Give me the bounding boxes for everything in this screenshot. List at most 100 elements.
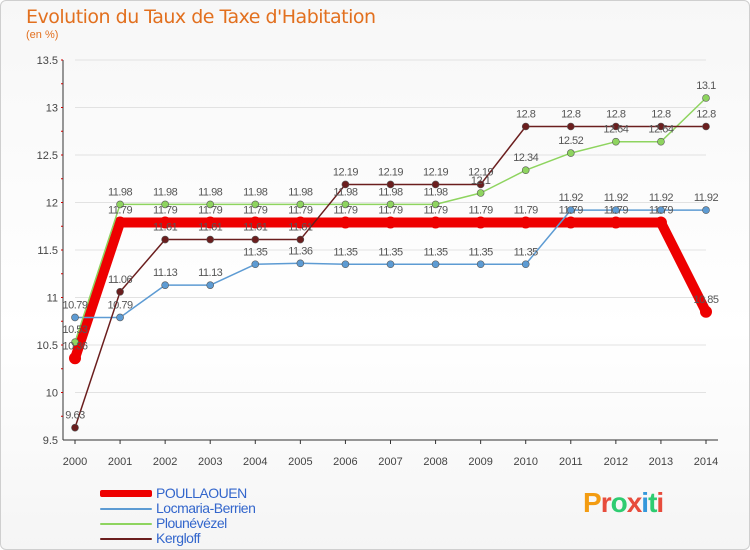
legend-swatch-plounevezel: [100, 523, 152, 525]
data-point-plounevezel: [71, 338, 79, 346]
data-point-poullaouen: [519, 216, 532, 229]
x-tick-label: 2008: [423, 456, 447, 468]
data-label-plounevezel: 10.53: [62, 324, 87, 336]
data-point-locmaria-berrien: [702, 206, 710, 214]
data-label-kergloff: 12.19: [333, 166, 358, 178]
y-tick-label: 13.5: [37, 55, 58, 67]
data-label-locmaria-berrien: 11.35: [333, 246, 358, 258]
data-point-kergloff: [71, 423, 79, 432]
data-label-kergloff: 12.8: [516, 109, 536, 121]
data-point-locmaria-berrien: [476, 260, 485, 269]
data-label-locmaria-berrien: 11.13: [198, 267, 223, 279]
data-label-poullaouen: 11.79: [288, 204, 313, 216]
data-point-kergloff: [116, 287, 124, 296]
data-label-poullaouen: 11.79: [108, 204, 133, 216]
data-label-poullaouen: 11.79: [423, 204, 448, 216]
x-tick-label: 2005: [288, 456, 312, 468]
data-label-locmaria-berrien: 11.92: [559, 192, 584, 204]
data-point-locmaria-berrien: [161, 281, 169, 289]
data-label-kergloff: 12.8: [651, 109, 671, 121]
x-tick-label: 2003: [198, 456, 222, 468]
data-point-kergloff: [206, 235, 215, 244]
data-point-kergloff: [566, 122, 575, 131]
data-label-plounevezel: 12.52: [558, 135, 583, 147]
data-label-kergloff: 12.19: [468, 166, 493, 178]
x-tick-label: 2000: [63, 456, 87, 468]
logo-letter: o: [610, 487, 628, 518]
data-label-poullaouen: 11.79: [469, 204, 494, 216]
logo-letter: P: [583, 487, 602, 518]
data-point-plounevezel: [476, 189, 485, 197]
data-label-plounevezel: 12.1: [471, 175, 491, 187]
chart-subtitle: (en %): [26, 29, 59, 41]
data-label-kergloff: 9.63: [65, 410, 85, 422]
data-label-poullaouen: 11.79: [153, 204, 178, 216]
x-tick-label: 2014: [694, 456, 718, 468]
data-label-kergloff: 12.8: [561, 109, 581, 121]
data-label-poullaouen: 10.36: [62, 340, 87, 352]
y-tick-label: 10.5: [37, 340, 58, 352]
logo-letter: t: [648, 487, 657, 518]
data-label-poullaouen: 11.79: [649, 204, 674, 216]
data-point-locmaria-berrien: [521, 260, 530, 269]
legend-swatch-poullaouen: [100, 490, 152, 497]
data-point-kergloff: [612, 122, 620, 131]
legend-label-plounevezel: Plounévézel: [156, 515, 227, 531]
data-point-poullaouen: [294, 216, 307, 229]
data-point-poullaouen: [159, 216, 172, 229]
x-tick-label: 2006: [333, 456, 357, 468]
y-tick-label: 11: [47, 293, 58, 305]
data-point-poullaouen: [249, 216, 262, 229]
data-point-locmaria-berrien: [116, 313, 124, 322]
data-label-plounevezel: 11.98: [288, 186, 313, 198]
data-point-kergloff: [657, 122, 665, 131]
data-point-kergloff: [521, 122, 530, 131]
x-tick-label: 2010: [513, 456, 537, 468]
data-point-plounevezel: [612, 137, 620, 146]
logo-letter: i: [656, 487, 664, 518]
y-tick-label: 12: [46, 198, 58, 210]
data-label-plounevezel: 11.98: [243, 186, 268, 198]
x-tick-label: 2007: [378, 456, 402, 468]
data-label-poullaouen: 11.79: [198, 204, 223, 216]
data-label-plounevezel: 11.98: [378, 186, 403, 198]
legend-swatch-kergloff: [100, 538, 152, 540]
x-tick-label: 2013: [649, 456, 673, 468]
data-point-kergloff: [296, 235, 305, 244]
data-label-plounevezel: 11.98: [198, 186, 223, 198]
data-label-plounevezel: 12.34: [513, 152, 538, 164]
y-tick-label: 13: [46, 103, 58, 115]
data-point-kergloff: [161, 235, 169, 244]
data-label-kergloff: 11.06: [108, 274, 133, 286]
data-label-kergloff: 12.8: [606, 109, 626, 121]
data-point-locmaria-berrien: [251, 260, 260, 269]
data-point-kergloff: [341, 180, 350, 189]
data-label-poullaouen: 11.79: [604, 204, 629, 216]
chart-title: Evolution du Taux de Taxe d'Habitation: [26, 6, 376, 28]
data-point-poullaouen: [114, 216, 127, 229]
data-label-poullaouen: 10.85: [693, 294, 718, 306]
data-label-plounevezel: 11.98: [423, 186, 448, 198]
data-label-poullaouen: 11.79: [378, 204, 403, 216]
data-point-locmaria-berrien: [657, 206, 665, 214]
data-point-plounevezel: [386, 200, 395, 209]
data-label-kergloff: 11.61: [198, 222, 223, 234]
legend-label-locmaria-berrien: Locmaria-Berrien: [156, 500, 256, 516]
x-tick-label: 2012: [604, 456, 628, 468]
data-label-poullaouen: 11.79: [514, 204, 539, 216]
data-point-plounevezel: [341, 200, 350, 209]
data-point-poullaouen: [474, 216, 487, 229]
data-label-kergloff: 11.61: [288, 222, 313, 234]
data-point-locmaria-berrien: [566, 206, 575, 214]
data-label-plounevezel: 12.64: [603, 124, 628, 136]
data-label-locmaria-berrien: 11.35: [378, 246, 403, 258]
x-tick-label: 2009: [468, 456, 492, 468]
data-label-locmaria-berrien: 11.35: [423, 246, 448, 258]
data-point-plounevezel: [566, 149, 575, 157]
data-label-poullaouen: 11.79: [243, 204, 268, 216]
data-point-kergloff: [251, 235, 260, 244]
legend-swatch-locmaria-berrien: [100, 508, 152, 510]
data-point-poullaouen: [384, 216, 397, 229]
